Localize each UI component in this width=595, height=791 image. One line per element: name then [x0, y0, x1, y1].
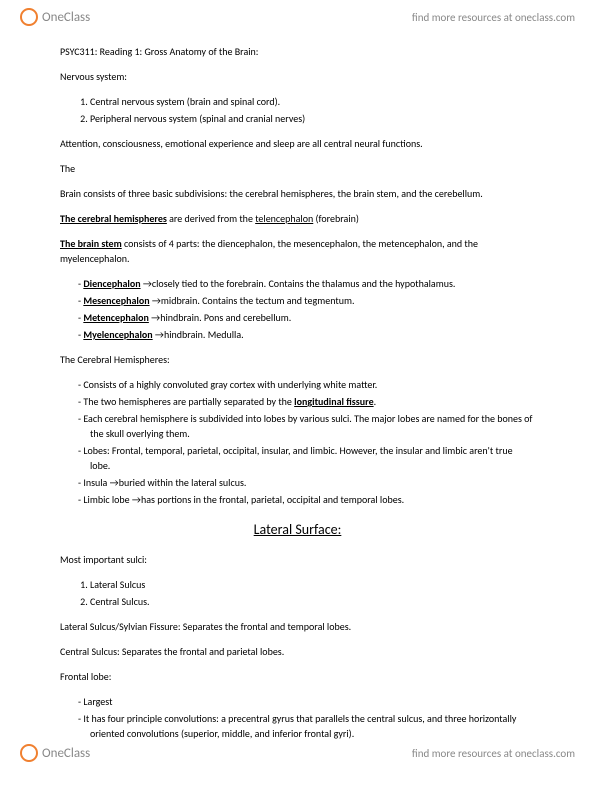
list-item: Lobes: Frontal, temporal, parietal, occi…	[78, 443, 535, 473]
brainstem-parts-list: Diencephalonclosely tied to the forebrai…	[78, 276, 535, 342]
sulci-heading: Most important sulci:	[60, 552, 535, 567]
ch-heading: The Cerebral Hemispheres:	[60, 352, 535, 367]
list-item: Peripheral nervous system (spinal and cr…	[90, 111, 535, 126]
ns-heading: Nervous system:	[60, 69, 535, 84]
list-item: Myelencephalonhindbrain. Medulla.	[78, 327, 535, 342]
brand-logo-footer[interactable]: OneClass	[20, 744, 90, 762]
list-item: Limbic lobehas portions in the frontal, …	[78, 492, 535, 507]
cereb-hem-rest: are derived from the	[167, 212, 255, 225]
brainstem-rest: consists of 4 parts: the diencephalon, t…	[60, 237, 478, 265]
forebrain-suffix: (forebrain)	[313, 212, 359, 225]
central-sulcus-para: Central Sulcus: Separates the frontal an…	[60, 644, 535, 659]
the-word: The	[60, 161, 535, 176]
list-item: Each cerebral hemisphere is subdivided i…	[78, 411, 535, 441]
cereb-hem-line: The cerebral hemispheres are derived fro…	[60, 211, 535, 226]
brand-logo[interactable]: OneClass	[20, 8, 90, 26]
list-item: Lateral Sulcus	[90, 577, 535, 592]
list-item: Mesencephalonmidbrain. Contains the tect…	[78, 293, 535, 308]
brand-text-footer: OneClass	[42, 746, 90, 761]
footer-link[interactable]: find more resources at oneclass.com	[412, 747, 575, 760]
ns-list: Central nervous system (brain and spinal…	[90, 94, 535, 126]
list-item: Central nervous system (brain and spinal…	[90, 94, 535, 109]
header: OneClass find more resources at oneclass…	[0, 0, 595, 34]
brainstem-label: The brain stem	[60, 237, 122, 250]
document-content: PSYC311: Reading 1: Gross Anatomy of the…	[0, 34, 595, 791]
logo-circle-icon	[20, 8, 38, 26]
lateral-sulcus-para: Lateral Sulcus/Sylvian Fissure: Separate…	[60, 619, 535, 634]
frontal-list: Largest It has four principle convolutio…	[78, 694, 535, 741]
list-item: Largest	[78, 694, 535, 709]
list-item: Consists of a highly convoluted gray cor…	[78, 377, 535, 392]
header-link[interactable]: find more resources at oneclass.com	[412, 11, 575, 24]
brain-divisions: Brain consists of three basic subdivisio…	[60, 186, 535, 201]
list-item: Metencephalonhindbrain. Pons and cerebel…	[78, 310, 535, 325]
brainstem-line: The brain stem consists of 4 parts: the …	[60, 236, 535, 266]
footer: OneClass find more resources at oneclass…	[0, 736, 595, 770]
lateral-surface-title: Lateral Surface:	[60, 519, 535, 540]
list-item: Insulaburied within the lateral sulcus.	[78, 475, 535, 490]
list-item: Central Sulcus.	[90, 594, 535, 609]
telencephalon: telencephalon	[255, 212, 313, 225]
brand-text: OneClass	[42, 10, 90, 25]
list-item: The two hemispheres are partially separa…	[78, 394, 535, 409]
ch-list: Consists of a highly convoluted gray cor…	[78, 377, 535, 507]
cereb-hem-label: The cerebral hemispheres	[60, 212, 167, 225]
sulci-list: Lateral Sulcus Central Sulcus.	[90, 577, 535, 609]
page-title: PSYC311: Reading 1: Gross Anatomy of the…	[60, 44, 535, 59]
logo-circle-icon	[20, 744, 38, 762]
frontal-heading: Frontal lobe:	[60, 669, 535, 684]
attention-para: Attention, consciousness, emotional expe…	[60, 136, 535, 151]
list-item: Diencephalonclosely tied to the forebrai…	[78, 276, 535, 291]
